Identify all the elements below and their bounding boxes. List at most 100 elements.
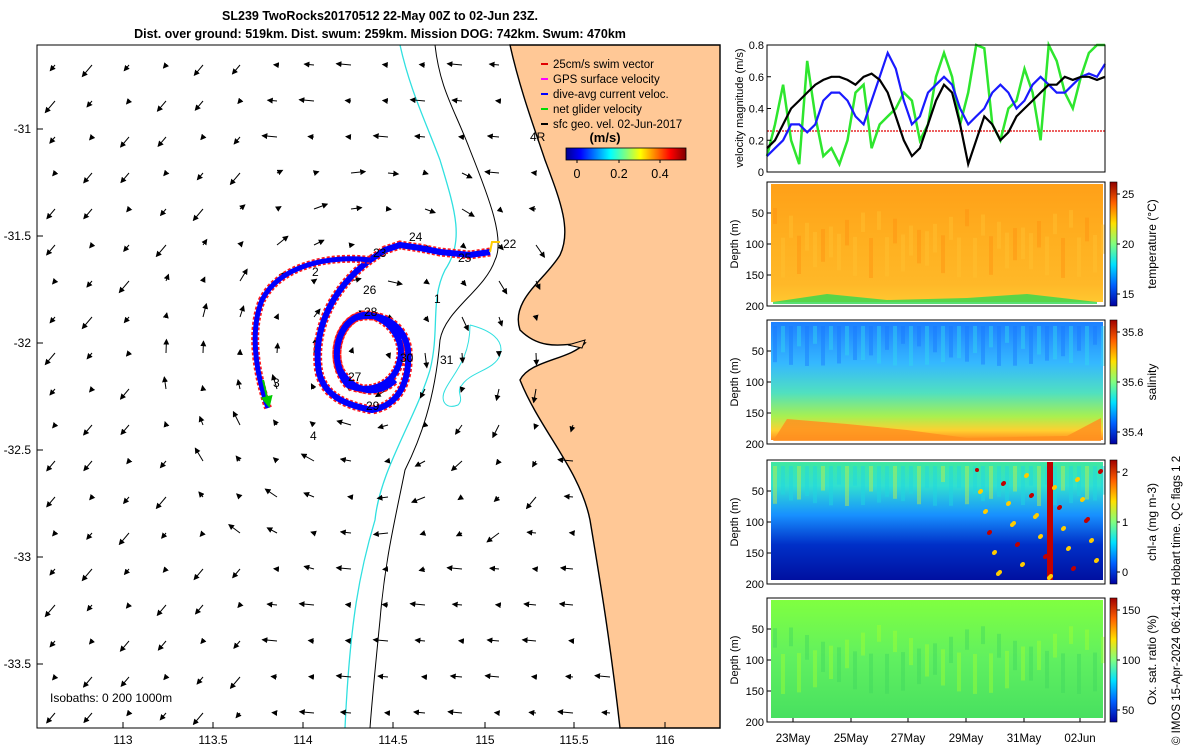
velocity-arrow: [298, 709, 315, 716]
velocity-arrow: [159, 460, 167, 469]
oxygen-texture-stripe: [861, 632, 865, 656]
chla-texture-stripe: [1069, 466, 1073, 504]
chla-texture-stripe: [997, 466, 1001, 497]
oxygen-texture-stripe: [1053, 633, 1057, 658]
velocity-arrow: [229, 172, 241, 186]
chla-texture-stripe: [821, 466, 825, 491]
lat-tick-label: -33: [14, 550, 32, 564]
oxygen-texture-stripe: [1013, 640, 1017, 671]
longitude-axis: 113 113.5 114 114.5 115 115.5 116: [113, 722, 675, 747]
salinity-texture-stripe: [1021, 326, 1025, 349]
velocity-arrow: [272, 457, 280, 464]
temperature-texture-stripe: [941, 235, 945, 274]
date-tick-label: 27May: [891, 733, 926, 745]
velocity-arrow: [162, 312, 169, 319]
velocity-arrow: [339, 709, 352, 716]
salinity-texture-stripe: [837, 326, 841, 364]
legend-entry: dive-avg current veloc.: [553, 89, 669, 101]
day-label: 26: [363, 283, 377, 297]
velocity-arrow: [202, 302, 209, 318]
velocity-arrow: [275, 206, 282, 212]
velocity-ytick-label: 0.8: [749, 40, 764, 52]
velocity-arrow: [422, 169, 429, 176]
date-tick-label: 29May: [949, 733, 984, 745]
chla-sample-dot: [1052, 486, 1056, 490]
chla-texture-stripe: [845, 466, 849, 506]
velocity-arrow: [83, 172, 93, 184]
temperature-depth-label: Depth (m): [729, 220, 741, 269]
oxygen-texture-stripe: [901, 652, 905, 691]
velocity-arrow: [557, 457, 574, 464]
velocity-arrow: [313, 203, 329, 210]
velocity-arrow: [533, 423, 540, 430]
oxygen-colorbar-label: Ox. sat. ratio (%): [1145, 615, 1159, 705]
oxygen-texture-stripe: [885, 653, 889, 694]
velocity-arrow: [310, 530, 317, 537]
velocity-arrow: [486, 133, 500, 140]
oxygen-texture-stripe: [997, 633, 1001, 658]
chla-sample-dot: [1071, 567, 1075, 571]
chla-texture-stripe: [1085, 466, 1089, 500]
velocity-arrow: [372, 530, 389, 537]
oxygen-texture-stripe: [1021, 646, 1025, 681]
velocity-arrow: [493, 495, 501, 503]
chla-sample-dot: [983, 510, 987, 514]
velocity-arrow: [120, 424, 130, 436]
velocity-arrow: [459, 352, 466, 364]
salinity-texture-stripe: [821, 326, 825, 366]
velocity-arrow: [126, 709, 133, 717]
chla-sample-dot: [1033, 515, 1037, 519]
velocity-arrow: [193, 64, 204, 77]
temperature-texture-stripe: [1085, 217, 1089, 242]
velocity-arrow: [81, 316, 93, 330]
day-label: 22: [503, 237, 517, 251]
chla-depth-label: Depth (m): [729, 498, 741, 547]
velocity-arrow: [461, 316, 469, 332]
velocity-arrow: [46, 244, 56, 256]
velocity-arrow: [451, 601, 463, 608]
oxygen-texture-stripe: [1077, 653, 1081, 694]
velocity-arrow: [52, 421, 59, 429]
velocity-arrow: [310, 278, 318, 285]
map-legend: 25cm/s swim vector GPS surface velocity di…: [541, 59, 687, 181]
latitude-axis: -31 -31.5 -32 -32.5 -33 -33.5: [4, 122, 43, 671]
velocity-arrow: [83, 208, 93, 220]
salinity-depth-tick-label: 100: [746, 377, 764, 389]
temperature-depth-tick-label: 200: [746, 301, 764, 313]
temperature-section-field: [771, 184, 1103, 302]
oxygen-texture-stripe: [1069, 626, 1073, 644]
velocity-arrow: [51, 278, 59, 285]
isobath-1000: [344, 44, 457, 729]
chla-texture-stripe: [869, 466, 873, 492]
velocity-arrow: [89, 493, 96, 501]
velocity-arrow: [235, 455, 242, 462]
chla-texture-stripe: [1029, 466, 1033, 486]
temperature-texture-stripe: [821, 228, 825, 262]
velocity-arrow: [86, 532, 93, 540]
temperature-texture-stripe: [797, 235, 801, 274]
lat-tick-label: -31.5: [4, 229, 32, 243]
chla-texture-stripe: [797, 466, 801, 500]
salinity-texture-stripe: [885, 326, 889, 350]
temperature-texture-stripe: [1069, 210, 1073, 228]
velocity-arrow: [49, 64, 56, 72]
day-label: 27: [348, 370, 362, 384]
chla-texture-stripe: [773, 466, 777, 504]
temperature-texture-stripe: [933, 223, 937, 253]
temperature-texture-stripe: [789, 215, 793, 238]
chla-sample-dot: [1043, 555, 1047, 559]
velocity-ylabel: velocity magnitude (m/s): [734, 48, 746, 167]
velocity-ytick-label: 0.6: [749, 72, 764, 84]
glider-track: [251, 240, 500, 415]
chla-sample-dot: [1094, 559, 1098, 563]
velocity-series-sfc-geo-vel-: [766, 72, 1106, 169]
chla-texture-stripe: [1021, 466, 1025, 506]
oxygen-texture-stripe: [781, 653, 785, 694]
velocity-arrow: [412, 709, 426, 716]
velocity-arrow: [387, 280, 403, 287]
chla-texture-stripe: [877, 466, 881, 503]
chla-texture-stripe: [901, 466, 905, 502]
salinity-texture-stripe: [1085, 326, 1089, 366]
velocity-arrow: [271, 374, 278, 390]
